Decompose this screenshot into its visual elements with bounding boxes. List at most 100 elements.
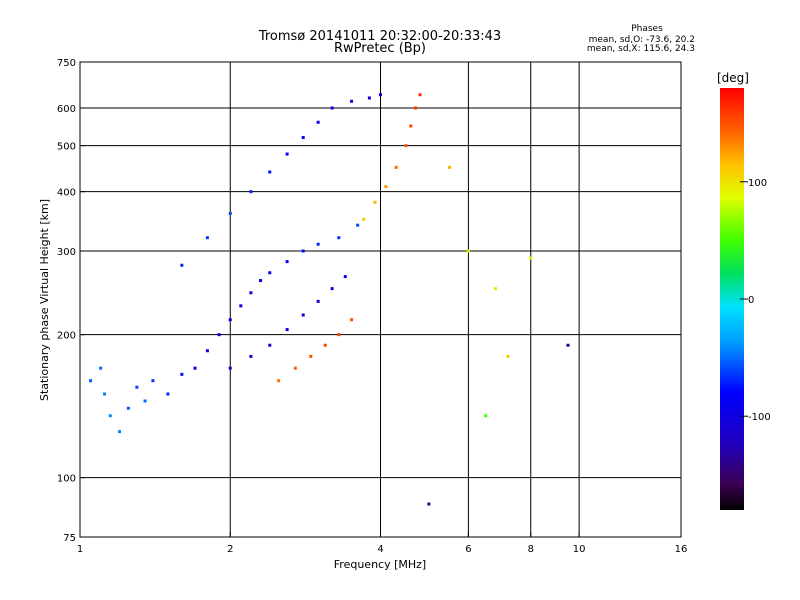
data-point xyxy=(301,313,305,317)
x-tick-label: 10 xyxy=(573,544,586,555)
data-point xyxy=(268,271,272,275)
data-point xyxy=(427,502,431,506)
y-axis-ticks: 75 100 200 300 400 500 600 750 xyxy=(57,58,85,544)
data-point xyxy=(143,399,147,403)
data-point xyxy=(309,354,313,358)
data-point xyxy=(99,366,103,370)
data-point xyxy=(151,379,155,383)
data-point xyxy=(330,287,334,291)
data-point xyxy=(529,256,533,260)
data-point xyxy=(180,263,184,267)
phases-heading: Phases xyxy=(631,24,663,34)
data-point xyxy=(217,333,221,337)
data-point xyxy=(484,414,488,418)
x-axis-ticks: 1 2 4 6 8 10 16 xyxy=(77,532,688,555)
data-point xyxy=(268,343,272,347)
grid-lines xyxy=(80,62,681,537)
y-tick-label: 750 xyxy=(57,58,76,69)
x-tick-label: 6 xyxy=(465,544,471,555)
colorbar-label: [deg] xyxy=(717,71,749,85)
data-point xyxy=(166,392,170,396)
data-point xyxy=(103,392,107,396)
data-point xyxy=(108,414,112,418)
data-point xyxy=(285,152,289,156)
colorbar-tick-label: -100 xyxy=(748,412,771,423)
y-tick-label: 100 xyxy=(57,474,76,485)
data-point xyxy=(330,106,334,110)
data-point xyxy=(239,304,243,308)
data-point xyxy=(566,343,570,347)
data-point xyxy=(268,170,272,174)
data-point xyxy=(367,96,371,100)
data-point xyxy=(394,165,398,169)
data-point xyxy=(118,430,122,434)
data-point xyxy=(466,249,470,253)
data-point xyxy=(89,379,93,383)
data-point xyxy=(350,318,354,322)
data-point xyxy=(343,275,347,279)
data-points xyxy=(89,93,570,506)
data-point xyxy=(285,260,289,264)
data-point xyxy=(301,249,305,253)
data-point xyxy=(409,124,413,128)
data-point xyxy=(228,366,232,370)
chart-subtitle: RwPretec (Bp) xyxy=(334,41,426,56)
data-point xyxy=(285,328,289,332)
data-point xyxy=(316,242,320,246)
data-point xyxy=(249,354,253,358)
data-point xyxy=(356,223,360,227)
data-point xyxy=(249,291,253,295)
data-point xyxy=(379,93,382,97)
data-point xyxy=(323,343,327,347)
y-tick-label: 200 xyxy=(57,331,76,342)
data-point xyxy=(228,211,232,215)
y-tick-label: 400 xyxy=(57,188,76,199)
colorbar: [deg] 100 0 -100 xyxy=(717,71,771,510)
data-point xyxy=(301,136,305,140)
chart-title: Tromsø 20141011 20:32:00-20:33:43 xyxy=(258,29,501,44)
data-point xyxy=(293,366,297,370)
data-point xyxy=(448,165,452,169)
data-point xyxy=(373,200,377,204)
y-tick-label: 500 xyxy=(57,142,76,153)
data-point xyxy=(506,354,510,358)
phases-o-stats: mean, sd,O: -73.6, 20.2 xyxy=(589,35,695,45)
data-point xyxy=(404,144,408,148)
data-point xyxy=(350,99,354,103)
data-point xyxy=(362,217,366,221)
chart-title-block: Tromsø 20141011 20:32:00-20:33:43 RwPret… xyxy=(258,29,501,56)
data-point xyxy=(413,106,417,110)
x-tick-label: 1 xyxy=(77,544,83,555)
x-axis-label: Frequency [MHz] xyxy=(334,558,426,571)
data-point xyxy=(126,406,130,410)
data-point xyxy=(193,366,197,370)
data-point xyxy=(228,318,232,322)
y-axis-label: Stationary phase Virtual Height [km] xyxy=(38,199,51,401)
data-point xyxy=(494,287,498,291)
phases-info: Phases mean, sd,O: -73.6, 20.2 mean, sd,… xyxy=(587,24,695,54)
y-tick-label: 600 xyxy=(57,104,76,115)
x-tick-label: 16 xyxy=(675,544,688,555)
data-point xyxy=(316,120,320,124)
data-point xyxy=(337,236,341,240)
y-tick-label: 300 xyxy=(57,247,76,258)
colorbar-tick-label: 0 xyxy=(748,295,754,306)
data-point xyxy=(418,93,422,97)
x-tick-label: 4 xyxy=(377,544,383,555)
data-point xyxy=(316,299,320,303)
x-tick-label: 8 xyxy=(528,544,534,555)
data-point xyxy=(249,190,253,194)
x-tick-label: 2 xyxy=(227,544,233,555)
data-point xyxy=(277,379,281,383)
phases-x-stats: mean, sd,X: 115.6, 24.3 xyxy=(587,44,695,54)
data-point xyxy=(384,185,388,189)
data-point xyxy=(205,349,209,353)
data-point xyxy=(259,279,263,283)
y-tick-label: 75 xyxy=(63,533,76,544)
data-point xyxy=(205,236,209,240)
colorbar-ticks: 100 0 -100 xyxy=(740,178,771,423)
data-point xyxy=(135,385,139,389)
colorbar-tick-label: 100 xyxy=(748,178,767,189)
data-point xyxy=(180,372,184,376)
